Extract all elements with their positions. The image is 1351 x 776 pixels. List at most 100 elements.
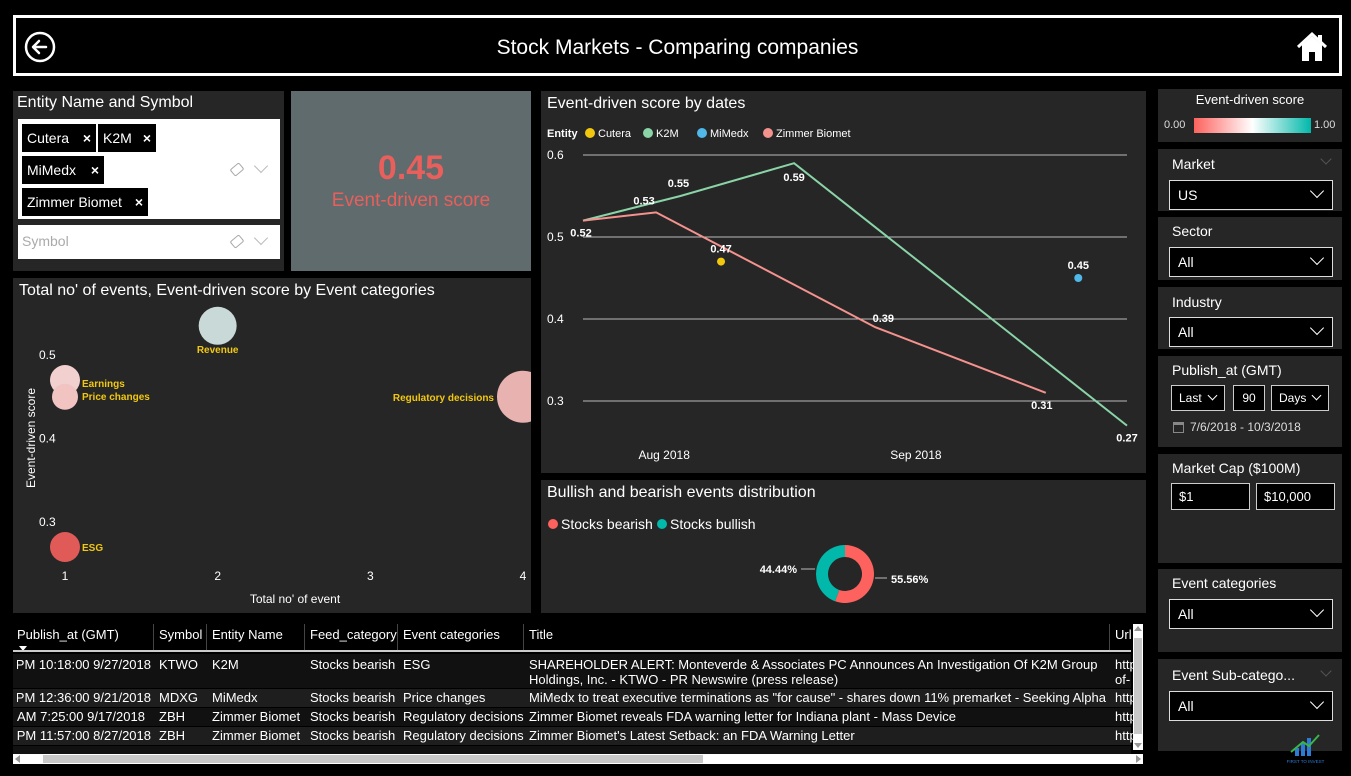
event-subcategory-slicer: Event Sub-catego... All <box>1158 659 1342 751</box>
legend-item[interactable]: MiMedx <box>710 128 749 140</box>
market-cap-min-input[interactable]: $1 <box>1171 483 1250 510</box>
event-categories-slicer: Event categories All <box>1158 569 1342 652</box>
horizontal-scroll-thumb[interactable] <box>43 755 703 763</box>
chevron-down-icon[interactable] <box>253 158 269 174</box>
horizontal-scrollbar[interactable] <box>13 754 1143 764</box>
industry-dropdown[interactable]: All <box>1169 317 1333 347</box>
home-icon <box>1296 31 1328 61</box>
series-line-k2m[interactable] <box>582 162 1128 427</box>
donut-chart: Stocks bearish Stocks bullish 55.56% 44.44% <box>548 516 929 603</box>
data-point-mimedx[interactable] <box>1074 274 1083 282</box>
bubble-label: Earnings <box>82 379 125 390</box>
symbol-input[interactable]: Symbol <box>18 225 280 259</box>
slice-label-bullish: 44.44% <box>760 564 798 576</box>
market-slicer: Market US <box>1158 149 1342 211</box>
x-tick-label: 1 <box>62 569 69 583</box>
home-button[interactable] <box>1295 30 1329 64</box>
vertical-scrollbar[interactable] <box>1133 624 1143 750</box>
data-label: 0.59 <box>783 172 804 184</box>
legend-item[interactable]: Stocks bullish <box>670 516 756 532</box>
industry-label: Industry <box>1172 294 1222 310</box>
y-tick-label: 0.3 <box>547 394 564 408</box>
data-label: 0.47 <box>710 244 731 256</box>
bubble-chart-panel: Total no' of events, Event-driven score … <box>13 278 531 613</box>
data-label: 0.39 <box>873 313 894 325</box>
chevron-down-icon <box>1320 153 1332 165</box>
table-row[interactable]: 8/27/2018 11:57:00 PM ZBH Zimmer Biomet … <box>13 727 1133 745</box>
table-row[interactable]: 9/27/2018 10:18:00 PM KTWO K2M Stocks be… <box>13 654 1133 688</box>
page-title: Stock Markets - Comparing companies <box>496 36 859 59</box>
sector-slicer: Sector All <box>1158 217 1342 280</box>
donut-chart-panel: Bullish and bearish events distribution … <box>541 480 1146 613</box>
col-header-title[interactable]: Title <box>529 627 554 642</box>
market-cap-max-input[interactable]: $10,000 <box>1256 483 1335 510</box>
legend-swatch <box>548 519 558 529</box>
bubble-revenue[interactable] <box>198 306 237 345</box>
bubble-esg[interactable] <box>50 532 80 563</box>
relative-unit-dropdown[interactable]: Days <box>1271 385 1329 411</box>
bubble-regulatory-decisions[interactable] <box>497 370 531 423</box>
legend-swatch <box>657 519 667 529</box>
donut-slice-stocks-bearish[interactable] <box>835 545 874 603</box>
chip-k2m[interactable]: K2M × <box>98 124 156 152</box>
col-header-publish-at[interactable]: Publish_at (GMT) <box>17 627 119 642</box>
back-button[interactable] <box>24 31 56 63</box>
event-subcategory-dropdown[interactable]: All <box>1169 691 1333 721</box>
series-line-zimmer-biomet[interactable] <box>582 211 1047 394</box>
sector-dropdown[interactable]: All <box>1169 247 1333 277</box>
market-dropdown[interactable]: US <box>1169 180 1333 210</box>
legend-item[interactable]: Zimmer Biomet <box>776 128 851 140</box>
remove-chip-icon[interactable]: × <box>90 162 99 178</box>
calendar-icon <box>1173 422 1184 433</box>
legend-item[interactable]: Cutera <box>598 128 632 140</box>
market-cap-label: Market Cap ($100M) <box>1172 460 1301 476</box>
col-header-feed-category[interactable]: Feed_category <box>310 627 397 642</box>
y-axis-label: Event-driven score <box>24 388 38 488</box>
col-header-event-categories[interactable]: Event categories <box>403 627 500 642</box>
chevron-down-icon <box>1309 602 1325 618</box>
line-chart-title: Event-driven score by dates <box>547 95 746 112</box>
sort-desc-icon[interactable] <box>19 646 27 651</box>
col-header-symbol[interactable]: Symbol <box>159 627 203 642</box>
table-row[interactable]: 9/17/2018 7:25:00 AM ZBH Zimmer Biomet S… <box>13 708 1133 726</box>
scroll-down-icon[interactable] <box>1134 743 1142 748</box>
table-row[interactable]: 9/21/2018 12:36:00 PM MDXG MiMedx Stocks… <box>13 689 1133 707</box>
score-legend-title: Event-driven score <box>1195 92 1305 107</box>
col-header-entity-name[interactable]: Entity Name <box>212 627 283 642</box>
relative-count-input[interactable]: 90 <box>1233 385 1265 411</box>
chip-mimedx[interactable]: MiMedx × <box>22 156 104 184</box>
entity-chip-box[interactable]: Cutera × K2M × MiMedx × Zimmer Biomet × <box>18 119 280 219</box>
score-gradient-bar <box>1194 118 1311 133</box>
event-categories-dropdown[interactable]: All <box>1169 599 1333 629</box>
donut-slice-stocks-bullish[interactable] <box>816 545 845 602</box>
bubble-label: Revenue <box>197 345 239 356</box>
chip-cutera[interactable]: Cutera × <box>22 124 96 152</box>
y-tick-label: 0.6 <box>547 148 564 162</box>
relative-mode-dropdown[interactable]: Last <box>1171 385 1225 411</box>
scroll-right-icon[interactable] <box>1136 755 1141 763</box>
legend-item[interactable]: Stocks bearish <box>561 516 653 532</box>
date-range-text: 7/6/2018 - 10/3/2018 <box>1190 420 1301 434</box>
sector-label: Sector <box>1172 223 1213 239</box>
remove-chip-icon[interactable]: × <box>142 130 151 146</box>
data-point-cutera[interactable] <box>717 257 726 266</box>
score-legend-max: 1.00 <box>1314 119 1336 131</box>
x-tick-label: Aug 2018 <box>638 448 690 462</box>
remove-chip-icon[interactable]: × <box>134 194 143 210</box>
remove-chip-icon[interactable]: × <box>82 130 91 146</box>
clear-selection-icon[interactable] <box>229 162 245 177</box>
chevron-down-icon[interactable] <box>253 230 269 246</box>
vertical-scroll-thumb[interactable] <box>1134 638 1142 734</box>
bubble-price-changes[interactable] <box>52 383 78 410</box>
score-legend-panel: Event-driven score 0.00 1.00 <box>1158 89 1342 142</box>
chip-zimmer-biomet[interactable]: Zimmer Biomet × <box>22 188 148 216</box>
brand-logo: FIRST TO INVEST <box>1283 730 1328 766</box>
clear-selection-icon[interactable] <box>229 234 245 249</box>
event-subcategory-label: Event Sub-catego... <box>1172 667 1295 683</box>
scroll-up-icon[interactable] <box>1134 626 1142 631</box>
chevron-down-icon <box>1309 183 1325 199</box>
scroll-left-icon[interactable] <box>15 755 20 763</box>
col-header-url[interactable]: Url <box>1115 627 1132 642</box>
legend-item[interactable]: K2M <box>656 128 679 140</box>
data-label: 0.52 <box>570 228 591 240</box>
